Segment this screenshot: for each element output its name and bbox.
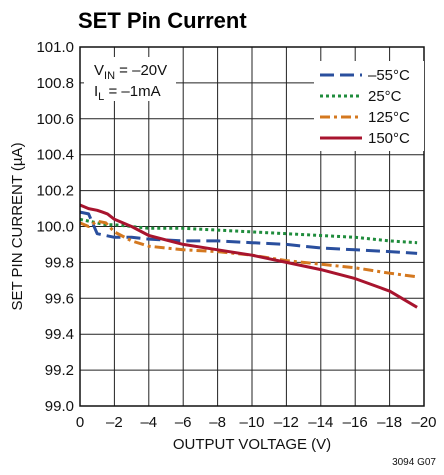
y-tick-label: 100.4 — [36, 147, 74, 164]
plot-frame — [79, 46, 425, 407]
x-tick-label: –2 — [106, 414, 123, 431]
conditions-background — [84, 57, 176, 101]
series-line — [79, 219, 418, 279]
x-axis-label: OUTPUT VOLTAGE (V) — [173, 436, 331, 453]
series-line — [79, 210, 418, 255]
x-tick-label: –4 — [140, 414, 157, 431]
condition-il-subscript: L — [98, 91, 104, 103]
y-tick-label: 99.4 — [45, 326, 74, 343]
condition-il: IL = –1mA — [94, 83, 161, 103]
condition-vin-value: = –20V — [115, 62, 167, 79]
conditions-annotation: VIN = –20V IL = –1mA — [84, 57, 176, 103]
tick-labels: 0 –2 –4 –6 –8 –10 –12 –14 –16 –18 –20 99.0 99.2 99.4 9… — [36, 39, 436, 431]
condition-vin: VIN = –20V — [94, 62, 167, 82]
y-tick-label: 99.6 — [45, 290, 74, 307]
x-tick-label: –6 — [175, 414, 192, 431]
legend-label: 25°C — [368, 88, 402, 105]
y-tick-label: 99.8 — [45, 254, 74, 271]
x-tick-label: 0 — [76, 414, 84, 431]
x-tick-label: –8 — [209, 414, 226, 431]
series-line — [79, 203, 418, 309]
y-tick-label: 99.2 — [45, 362, 74, 379]
chart-title: SET Pin Current — [78, 8, 247, 33]
legend-label: –55°C — [368, 67, 410, 84]
condition-vin-subscript: IN — [104, 70, 115, 82]
x-tick-label: –18 — [377, 414, 402, 431]
figure-code: 3094 G07 — [392, 457, 436, 468]
x-tick-label: –16 — [343, 414, 368, 431]
y-tick-label: 100.0 — [36, 219, 74, 236]
condition-il-symbol: I — [94, 83, 98, 100]
y-tick-label: 100.2 — [36, 183, 74, 200]
y-tick-label: 99.0 — [45, 398, 74, 415]
y-axis-label: SET PIN CURRENT (µA) — [9, 142, 26, 310]
x-tick-label: –10 — [239, 414, 264, 431]
y-tick-label: 100.8 — [36, 75, 74, 92]
series-line — [79, 217, 418, 245]
condition-vin-symbol: V — [94, 62, 104, 79]
x-tick-label: –14 — [308, 414, 333, 431]
y-tick-label: 101.0 — [36, 39, 74, 56]
y-tick-label: 100.6 — [36, 111, 74, 128]
legend: –55°C 25°C 125°C 150°C — [314, 61, 424, 151]
x-tick-label: –12 — [274, 414, 299, 431]
x-tick-label: –20 — [411, 414, 436, 431]
legend-label: 150°C — [368, 130, 410, 147]
series-lines — [79, 203, 418, 309]
legend-label: 125°C — [368, 109, 410, 126]
condition-il-value: = –1mA — [104, 83, 160, 100]
